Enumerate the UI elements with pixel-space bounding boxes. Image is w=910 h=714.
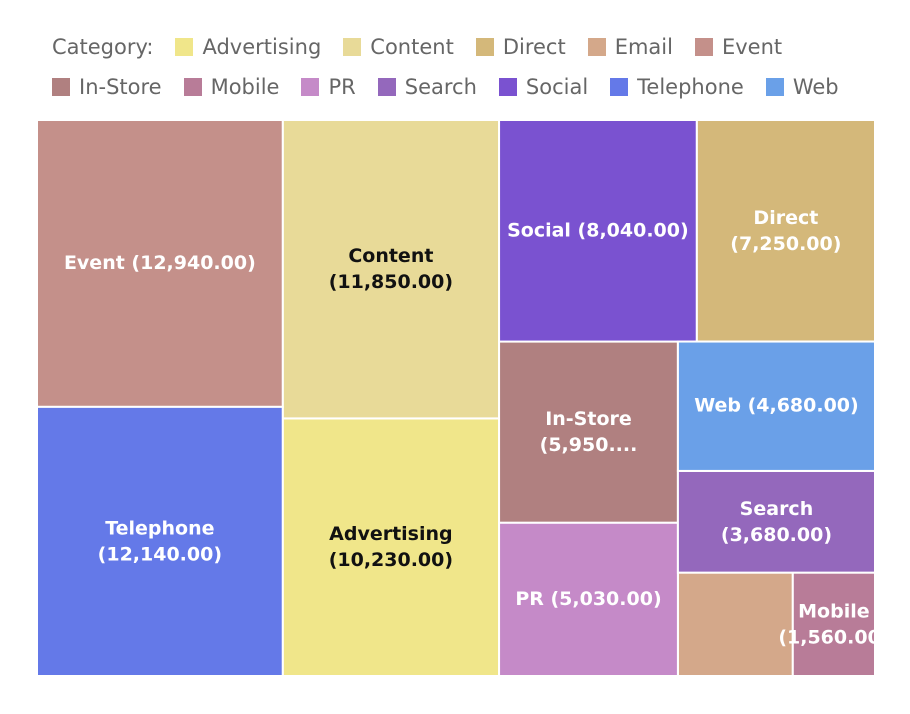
legend-item[interactable]: Search — [377, 74, 477, 100]
treemap-cell — [36, 405, 284, 677]
legend-swatch — [498, 78, 517, 96]
legend-item[interactable]: Telephone — [610, 74, 744, 100]
cell-label: Content (11,850.00) — [329, 245, 453, 293]
legend: Category: Advertising Content Direct Email E… — [52, 34, 882, 100]
legend-label: Social — [525, 75, 589, 99]
treemap-cell — [695, 119, 877, 343]
legend-swatch — [765, 78, 784, 96]
legend-item[interactable]: Advertising — [175, 34, 321, 60]
legend-item[interactable]: Web — [765, 74, 839, 100]
cell-label: Mobile (1,560.00) — [778, 600, 889, 648]
legend-item[interactable]: Mobile — [183, 74, 280, 100]
cell-label: Social (8,040.00) — [507, 219, 689, 241]
treemap-cell — [281, 119, 501, 420]
legend-swatch — [343, 38, 362, 56]
legend-item[interactable]: Event — [694, 34, 783, 60]
treemap-cell — [498, 119, 698, 343]
legend-swatch — [183, 78, 202, 96]
cell-label: Telephone (12,140.00) — [98, 517, 222, 565]
cell-label: Event (12,940.00) — [64, 252, 256, 274]
treemap-cell — [498, 340, 679, 524]
treemap-cell — [676, 340, 876, 472]
legend-swatch — [301, 78, 320, 96]
legend-label: Advertising — [202, 35, 322, 59]
cell-label: PR (5,030.00) — [515, 588, 661, 610]
legend-swatch — [587, 38, 606, 56]
legend-label: In-Store — [79, 75, 162, 99]
legend-label: Content — [370, 35, 454, 59]
legend-item[interactable]: Social — [498, 74, 589, 100]
cell-label: Search (3,680.00) — [721, 497, 832, 545]
cell-label: In-Store (5,950.... — [540, 408, 638, 456]
legend-item[interactable]: Content — [343, 34, 454, 60]
legend-label: Search — [404, 75, 477, 99]
treemap-cell — [676, 469, 876, 574]
legend-label: Telephone — [637, 75, 744, 99]
legend-item[interactable]: Email — [587, 34, 673, 60]
cell-label: Advertising (10,230.00) — [329, 523, 453, 571]
treemap-cell — [36, 119, 284, 408]
legend-item[interactable]: In-Store — [52, 74, 162, 100]
legend-label: Mobile — [210, 75, 280, 99]
legend-item[interactable]: PR — [301, 74, 356, 100]
cell-label: Direct (7,250.00) — [730, 206, 841, 254]
legend-title: Category: — [52, 35, 154, 59]
treemap-cell — [676, 571, 794, 678]
treemap-cell — [281, 417, 501, 677]
legend-swatch — [475, 38, 494, 56]
legend-label: Web — [792, 75, 839, 99]
legend-item[interactable]: Direct — [475, 34, 566, 60]
treemap-cell — [498, 521, 679, 678]
legend-label: Direct — [502, 35, 566, 59]
legend-swatch — [175, 38, 194, 56]
legend-label: Event — [721, 35, 783, 59]
legend-swatch — [610, 78, 629, 96]
legend-swatch — [694, 38, 713, 56]
legend-swatch — [52, 78, 70, 96]
legend-label: PR — [328, 75, 356, 99]
treemap-cell — [791, 571, 876, 678]
legend-label: Email — [614, 35, 673, 59]
legend-swatch — [377, 78, 396, 96]
cell-label: Web (4,680.00) — [694, 395, 859, 417]
